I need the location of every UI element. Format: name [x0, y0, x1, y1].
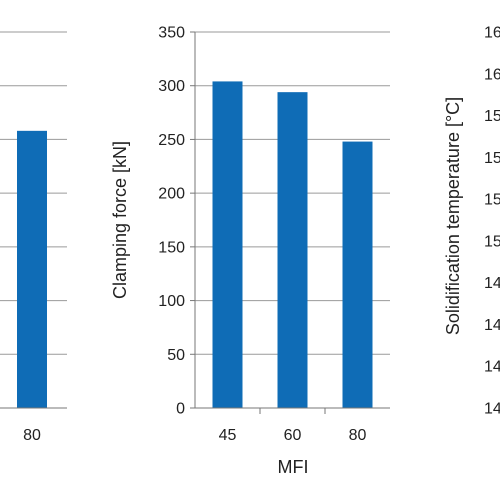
solidification-temperature-y-axis-title: Solidification temperature [°C]: [443, 97, 463, 335]
solidification-temperature-y-tick-label: 15: [484, 192, 500, 209]
solidification-temperature-y-tick-labels: 16 16 15 15 15 15 14 14 14 14: [484, 25, 500, 418]
clamping-force-y-tick-label: 200: [158, 186, 185, 203]
clamping-force-bars: [212, 81, 373, 408]
clamping-force-y-tick-labels: 0 50 100 150 200 250 300 350: [158, 25, 195, 418]
clamping-force-y-tick-label: 100: [158, 293, 185, 310]
solidification-temperature-y-tick-label: 14: [484, 359, 500, 376]
solidification-temperature-y-tick-label: 15: [484, 108, 500, 125]
clamping-force-y-tick-label: 250: [158, 132, 185, 149]
clamping-force-bar: [277, 92, 308, 408]
clamping-force-chart: 0 50 100 150 200 250 300 350 45 60 80 Clamping fo…: [110, 25, 390, 477]
solidification-temperature-y-tick-label: 15: [484, 233, 500, 250]
clamping-force-y-tick-label: 50: [167, 347, 185, 364]
clamping-force-y-tick-label: 350: [158, 25, 185, 42]
right-chart: Solidification temperature [°C] 16 16 15 15…: [443, 25, 500, 418]
clamping-force-bar: [342, 141, 373, 408]
left-chart: 80: [0, 31, 67, 444]
clamping-force-bar: [212, 81, 243, 408]
solidification-temperature-y-tick-label: 14: [484, 275, 500, 292]
clamping-force-x-tick-labels: 45 60 80: [219, 408, 367, 444]
solidification-temperature-y-tick-label: 16: [484, 66, 500, 83]
clamping-force-y-tick-label: 150: [158, 239, 185, 256]
clamping-force-y-tick-label: 0: [176, 401, 185, 418]
clamping-force-y-axis-title: Clamping force [kN]: [110, 141, 130, 299]
clamping-force-x-tick-label: 60: [284, 427, 302, 444]
clamping-force-y-tick-label: 300: [158, 78, 185, 95]
left-chart-bars: [17, 130, 47, 408]
solidification-temperature-y-tick-label: 15: [484, 150, 500, 167]
solidification-temperature-y-tick-label: 14: [484, 401, 500, 418]
clamping-force-x-axis-title: MFI: [278, 457, 309, 477]
clamping-force-x-tick-label: 80: [349, 427, 367, 444]
left-chart-x-tick-label: 80: [23, 427, 41, 444]
left-chart-x-tick-labels: 80: [23, 427, 41, 444]
left-chart-bar: [17, 130, 47, 408]
clamping-force-x-tick-label: 45: [219, 427, 237, 444]
solidification-temperature-y-tick-label: 14: [484, 317, 500, 334]
solidification-temperature-y-tick-label: 16: [484, 25, 500, 42]
